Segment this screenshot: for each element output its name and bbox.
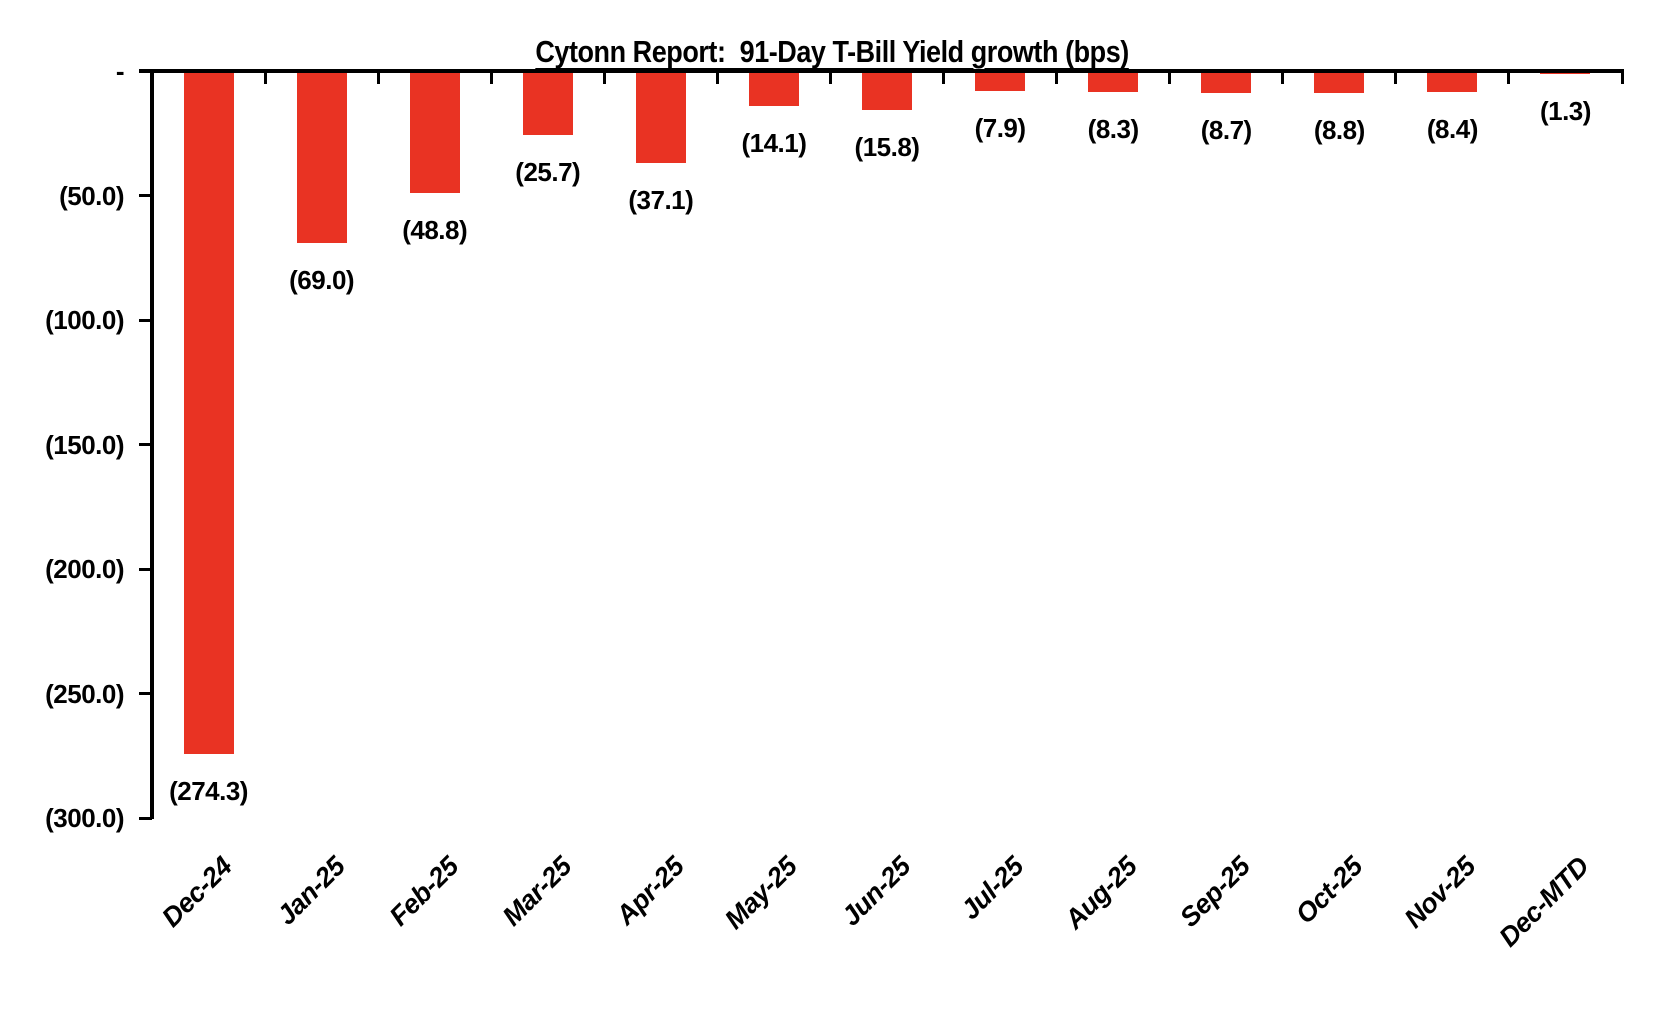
y-axis-tick-label: -: [115, 56, 125, 86]
y-axis-tick-label: (300.0): [45, 803, 124, 833]
x-axis-category-label-dec-24: Dec-24: [156, 851, 238, 933]
x-axis-tick: [1168, 73, 1172, 84]
bar-value-label-apr-25: (37.1): [628, 185, 694, 216]
y-axis-tick-label: (250.0): [45, 678, 124, 709]
bar-jun-25[interactable]: [862, 70, 912, 111]
bar-aug-25[interactable]: [1088, 70, 1139, 92]
bar-value-label-jun-25: (15.8): [854, 132, 920, 163]
y-axis-tick: [139, 692, 152, 695]
y-axis-tick: [139, 443, 152, 446]
bar-value-label-sep-25: (8.7): [1200, 114, 1252, 145]
x-axis-tick: [1394, 73, 1398, 84]
y-axis-tick: [139, 194, 152, 197]
x-axis-tick: [828, 73, 832, 84]
x-axis-line: [139, 69, 1624, 73]
x-axis-category-label-may-25: May-25: [719, 851, 804, 935]
y-axis-tick: [139, 816, 152, 820]
bar-value-label-feb-25: (48.8): [402, 214, 468, 245]
y-axis-tick-label: (150.0): [45, 429, 124, 460]
x-axis-tick: [942, 73, 946, 84]
x-axis-tick: [1281, 73, 1285, 84]
bar-apr-25[interactable]: [635, 70, 686, 164]
bar-value-label-aug-25: (8.3): [1087, 113, 1139, 144]
y-axis-tick-label: (100.0): [45, 305, 124, 335]
x-axis-category-label-aug-25: Aug-25: [1058, 851, 1143, 935]
bar-value-label-may-25: (14.1): [741, 128, 807, 159]
x-axis-category-label-jun-25: Jun-25: [835, 851, 917, 932]
x-axis-tick: [715, 73, 719, 84]
bar-value-label-nov-25: (8.4): [1426, 113, 1478, 144]
x-axis-category-label-oct-25: Oct-25: [1290, 851, 1369, 930]
bar-mar-25[interactable]: [522, 70, 573, 135]
x-axis-category-label-feb-25: Feb-25: [383, 851, 464, 932]
x-axis-tick: [1620, 73, 1624, 84]
x-axis-category-label-jul-25: Jul-25: [955, 851, 1030, 926]
x-axis-tick: [150, 73, 154, 84]
bar-feb-25[interactable]: [409, 70, 460, 193]
x-axis-category-label-mar-25: Mar-25: [496, 851, 577, 932]
x-axis-tick: [263, 73, 267, 84]
bar-value-label-jul-25: (7.9): [974, 112, 1026, 143]
bar-dec-24[interactable]: [183, 70, 234, 754]
bar-sep-25[interactable]: [1201, 70, 1252, 93]
bar-value-label-mar-25: (25.7): [515, 156, 581, 187]
x-axis-tick: [602, 73, 606, 84]
y-axis-tick: [139, 567, 152, 571]
bar-value-label-dec-mtd: (1.3): [1539, 96, 1591, 127]
bar-value-label-jan-25: (69.0): [289, 264, 355, 295]
chart-title-row: Cytonn Report: 91-Day T-Bill Yield growt…: [0, 16, 1646, 88]
y-axis-line: [150, 69, 154, 819]
x-axis-category-label-nov-25: Nov-25: [1398, 851, 1482, 934]
x-axis-category-label-apr-25: Apr-25: [610, 851, 691, 931]
bar-oct-25[interactable]: [1314, 70, 1365, 93]
x-axis-tick: [1055, 73, 1059, 84]
bar-value-label-dec-24: (274.3): [169, 776, 248, 806]
bar-nov-25[interactable]: [1427, 70, 1478, 92]
bar-jul-25[interactable]: [975, 70, 1026, 91]
chart-title: Cytonn Report: 91-Day T-Bill Yield growt…: [535, 34, 1129, 69]
x-axis-tick: [376, 73, 380, 84]
x-axis-category-label-dec-mtd: Dec-MTD: [1493, 851, 1595, 953]
x-axis-tick: [489, 73, 493, 84]
x-axis-category-label-jan-25: Jan-25: [271, 851, 351, 931]
x-axis-tick: [1507, 73, 1511, 84]
x-axis-category-label-sep-25: Sep-25: [1173, 851, 1256, 933]
bar-may-25[interactable]: [748, 70, 799, 107]
y-axis-tick-label: (200.0): [45, 554, 124, 584]
y-axis-tick: [139, 318, 152, 322]
bar-jan-25[interactable]: [296, 70, 347, 243]
y-axis-tick-label: (50.0): [59, 180, 124, 211]
bar-value-label-oct-25: (8.8): [1313, 114, 1365, 145]
